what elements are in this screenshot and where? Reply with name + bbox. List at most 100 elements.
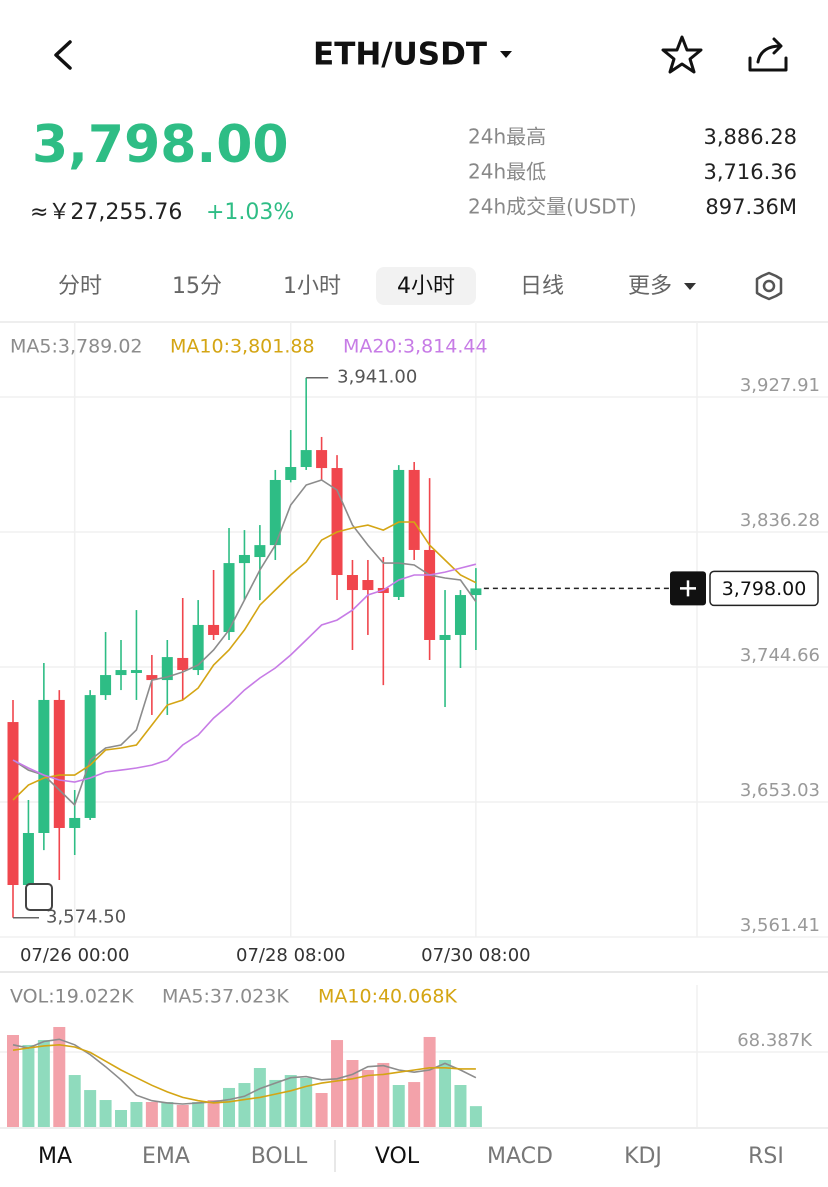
interval-tab[interactable]: 4小时 (397, 274, 455, 299)
candle-body (192, 624, 204, 671)
volume-bar (377, 1062, 390, 1127)
volume-chart: 68.387K VOL:19.022K MA5:37.023K MA10:40.068… (0, 986, 828, 1127)
candle-body (161, 657, 173, 681)
candle-body (408, 469, 420, 550)
volume-bar (423, 1036, 436, 1127)
legend-entry: MA10:3,801.88 (170, 336, 315, 358)
volume-bar (392, 1085, 405, 1127)
candle-body (316, 450, 328, 469)
volume-bar (130, 1101, 143, 1127)
candle-body (439, 634, 451, 640)
indicator-tab[interactable]: BOLL (251, 1144, 308, 1169)
min-label: 3,574.50 (46, 907, 126, 928)
volume-bar (315, 1093, 328, 1127)
favorite-icon[interactable] (661, 35, 703, 74)
candle-body (22, 832, 34, 886)
candle-body (69, 817, 81, 828)
active-tab-bg (376, 267, 476, 305)
indicator-tab[interactable]: MA (38, 1144, 72, 1169)
dropdown-arrow (500, 51, 512, 58)
volume-bar (84, 1090, 97, 1127)
legend-entry: VOL:19.022K (10, 986, 134, 1008)
interval-tab[interactable]: 更多 (628, 274, 672, 299)
volume-bar (99, 1100, 112, 1127)
volume-bar (361, 1069, 374, 1127)
legend-entry: MA10:40.068K (318, 986, 457, 1008)
change-percent: +1.03% (206, 200, 294, 225)
candle-body (346, 575, 358, 591)
volume-bar (223, 1087, 236, 1127)
volume-bar (346, 1060, 359, 1127)
volume-ma-line (12, 1038, 477, 1105)
candle-body (146, 675, 158, 681)
candle-body (84, 695, 96, 818)
interval-tab[interactable]: 15分 (172, 274, 222, 299)
y-tick-label: 68.387K (737, 1030, 813, 1051)
y-tick-label: 3,653.03 (740, 780, 820, 801)
candle-body (269, 479, 281, 546)
candle-body (424, 549, 436, 640)
stat-label: 24h最高 (468, 125, 546, 149)
interval-tab[interactable]: 分时 (58, 274, 102, 299)
x-tick-label: 07/26 00:00 (20, 945, 129, 966)
volume-bar (53, 1026, 66, 1127)
stat-value: 3,886.28 (703, 125, 797, 149)
pair-title[interactable]: ETH/USDT (313, 37, 487, 73)
candle-body (470, 588, 482, 596)
volume-bar (238, 1083, 251, 1127)
candle-body (362, 580, 374, 591)
indicator-tab[interactable]: MACD (487, 1144, 553, 1169)
volume-bar (300, 1077, 313, 1127)
price-chart: 3,927.91 3,836.28 3,744.66 3,653.03 3,561.41… (0, 322, 828, 966)
interval-tab[interactable]: 1小时 (283, 274, 341, 299)
legend-entry: MA20:3,814.44 (343, 336, 488, 358)
volume-bar (68, 1075, 81, 1127)
volume-bar (192, 1101, 205, 1127)
back-button[interactable] (54, 40, 72, 70)
last-price-label: 3,798.00 (722, 578, 807, 600)
interval-tab[interactable]: 日线 (520, 274, 564, 299)
legend-entry: MA5:3,789.02 (10, 336, 143, 358)
volume-bar (408, 1082, 421, 1127)
x-tick-label: 07/28 08:00 (236, 945, 345, 966)
volume-bar (469, 1106, 482, 1127)
candle-body (38, 699, 50, 833)
stat-value: 897.36M (705, 195, 797, 219)
ma-line (12, 479, 477, 807)
fullscreen-icon[interactable] (25, 883, 53, 911)
indicator-tab[interactable]: VOL (375, 1144, 420, 1169)
cny-price: ≈￥27,255.76 (30, 200, 182, 225)
last-price: 3,798.00 (32, 115, 289, 175)
y-tick-label: 3,561.41 (740, 915, 820, 936)
indicator-tab[interactable]: EMA (142, 1144, 190, 1169)
stat-label: 24h最低 (468, 160, 546, 184)
candle-body (300, 450, 312, 468)
y-tick-label: 3,744.66 (740, 645, 820, 666)
share-icon[interactable] (748, 37, 788, 72)
ma-line (12, 521, 477, 801)
candle-body (331, 468, 343, 576)
volume-bar (22, 1044, 35, 1127)
volume-bar (176, 1104, 189, 1127)
volume-bar (454, 1085, 467, 1127)
volume-bar (439, 1060, 452, 1127)
ma-line (12, 563, 477, 783)
plus-icon (680, 580, 696, 597)
candle-body (285, 467, 297, 480)
indicator-tabs: MA EMA BOLL VOL MACD KDJ RSI (38, 1144, 784, 1169)
y-tick-label: 3,927.91 (740, 375, 820, 396)
last-price-box (709, 570, 819, 607)
settings-icon[interactable] (755, 271, 783, 301)
candle-body (208, 624, 220, 635)
volume-bar (145, 1101, 158, 1127)
volume-bar (269, 1079, 282, 1127)
volume-bar (7, 1035, 19, 1127)
volume-bar (161, 1101, 174, 1127)
stats: 24h最高 3,886.28 24h最低 3,716.36 24h成交量(USDT) 89… (468, 125, 797, 220)
candle-body (454, 595, 466, 635)
candle-body (177, 657, 189, 671)
indicator-tab[interactable]: KDJ (624, 1144, 662, 1169)
max-label: 3,941.00 (337, 367, 417, 388)
volume-bar (331, 1040, 344, 1127)
indicator-tab[interactable]: RSI (748, 1144, 784, 1169)
